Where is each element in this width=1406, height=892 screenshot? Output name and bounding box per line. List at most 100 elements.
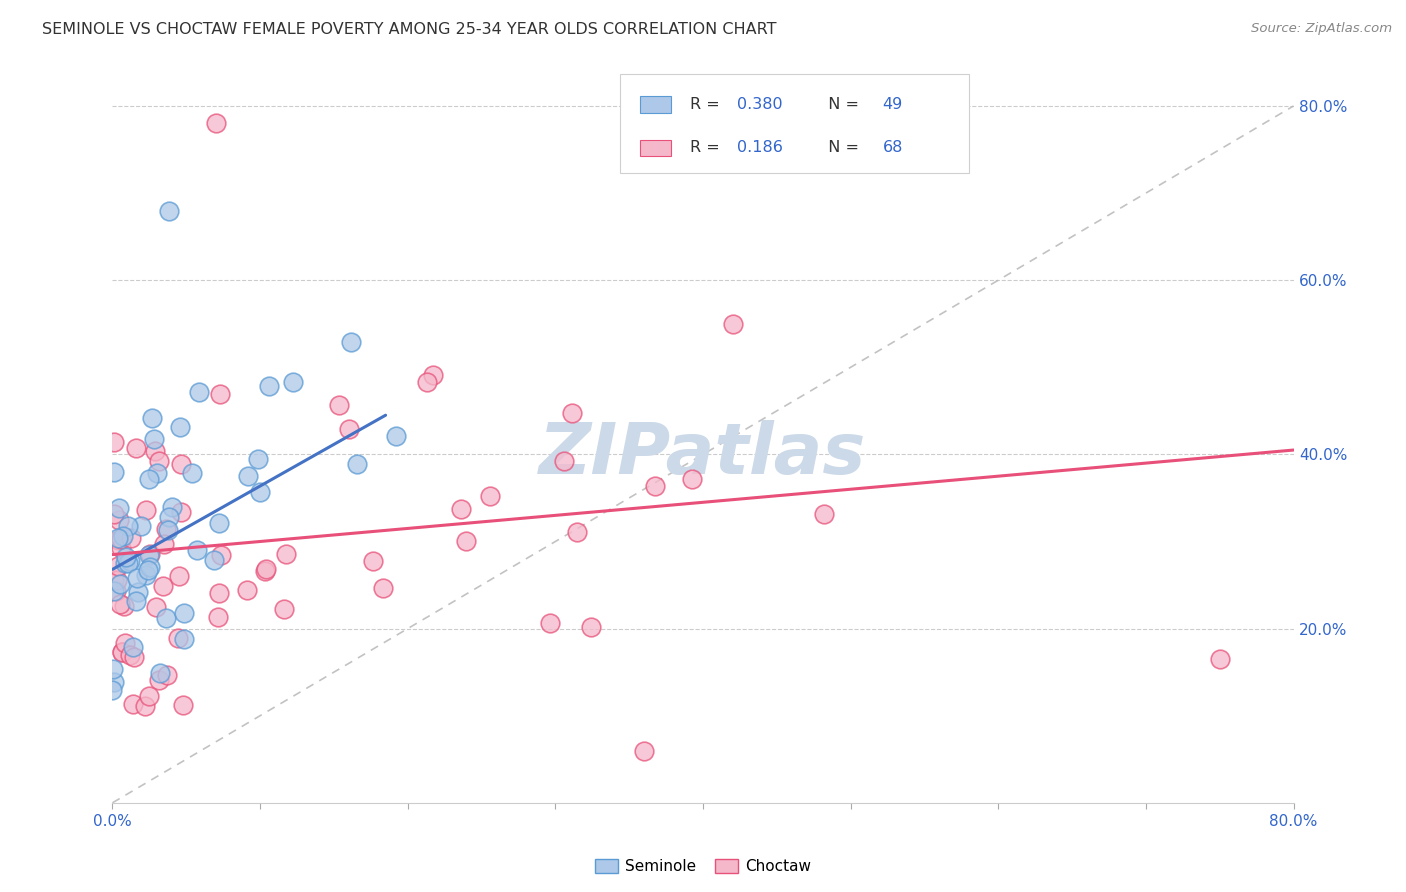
Point (101, 662, 124, 676)
Point (149, 666, 172, 681)
Point (456, 533, 478, 548)
Point (721, 317, 744, 331)
Point (138, 472, 160, 486)
Point (107, 558, 129, 573)
Point (167, 568, 190, 582)
Point (142, 432, 165, 446)
FancyBboxPatch shape (640, 96, 671, 112)
Point (138, 548, 160, 562)
Text: R =: R = (690, 140, 730, 155)
Point (107, 533, 129, 548)
Point (186, 542, 208, 557)
Point (148, 454, 170, 468)
Point (107, 513, 129, 527)
Point (117, 556, 139, 570)
Point (156, 524, 179, 538)
Point (108, 577, 131, 591)
Point (122, 649, 145, 664)
Point (246, 452, 269, 467)
Text: N =: N = (817, 97, 863, 112)
Point (581, 620, 603, 634)
FancyBboxPatch shape (640, 140, 671, 156)
Point (101, 682, 124, 697)
Point (478, 489, 501, 503)
Point (127, 585, 149, 599)
Point (422, 368, 444, 382)
Text: 0.380: 0.380 (737, 97, 783, 112)
Point (112, 529, 135, 543)
Point (450, 502, 472, 516)
Point (103, 573, 125, 587)
Point (114, 549, 136, 564)
Point (125, 593, 148, 607)
Point (104, 584, 127, 599)
Point (136, 563, 159, 577)
Point (103, 507, 125, 521)
FancyBboxPatch shape (620, 73, 969, 174)
Point (173, 607, 195, 621)
Point (553, 454, 575, 468)
Point (141, 411, 163, 425)
Point (167, 631, 190, 645)
Point (209, 548, 232, 562)
Point (112, 599, 135, 613)
Point (346, 457, 368, 471)
Text: SEMINOLE VS CHOCTAW FEMALE POVERTY AMONG 25-34 YEAR OLDS CORRELATION CHART: SEMINOLE VS CHOCTAW FEMALE POVERTY AMONG… (42, 22, 776, 37)
Point (114, 556, 136, 570)
Point (122, 640, 145, 654)
Point (1208, 652, 1232, 666)
Point (120, 531, 142, 545)
Point (259, 379, 281, 393)
Point (138, 689, 160, 703)
Point (207, 516, 229, 530)
Point (108, 501, 131, 516)
Point (273, 601, 295, 615)
Point (633, 743, 655, 757)
Point (111, 645, 134, 659)
Point (103, 674, 125, 689)
Point (363, 554, 385, 568)
Point (145, 599, 167, 614)
Point (155, 611, 177, 625)
Point (105, 573, 128, 587)
Point (160, 500, 183, 515)
Point (157, 509, 180, 524)
Text: ZIPatlas: ZIPatlas (540, 420, 866, 490)
Text: N =: N = (817, 140, 863, 155)
Point (236, 583, 259, 598)
Point (117, 519, 139, 533)
Point (139, 560, 162, 574)
Point (135, 568, 157, 582)
Point (188, 385, 211, 400)
Point (207, 610, 229, 624)
Point (254, 562, 277, 576)
Point (373, 581, 395, 595)
Point (110, 541, 132, 556)
Point (337, 422, 360, 436)
Point (169, 420, 191, 434)
Point (416, 375, 439, 389)
Point (208, 387, 231, 401)
Point (172, 698, 194, 712)
Point (118, 554, 141, 568)
Point (205, 116, 228, 130)
Point (561, 405, 583, 419)
Legend: Seminole, Choctaw: Seminole, Choctaw (589, 853, 817, 880)
Point (103, 583, 125, 598)
Text: R =: R = (690, 97, 725, 112)
Text: Source: ZipAtlas.com: Source: ZipAtlas.com (1251, 22, 1392, 36)
Point (108, 597, 131, 611)
Point (124, 441, 146, 455)
Point (152, 579, 174, 593)
Point (283, 375, 305, 389)
Point (157, 203, 180, 218)
Point (538, 616, 561, 631)
Point (565, 525, 588, 540)
Point (127, 571, 149, 585)
Point (385, 428, 408, 442)
Point (170, 458, 193, 472)
Point (681, 473, 703, 487)
Point (155, 668, 177, 682)
Point (146, 466, 169, 480)
Point (110, 532, 132, 546)
